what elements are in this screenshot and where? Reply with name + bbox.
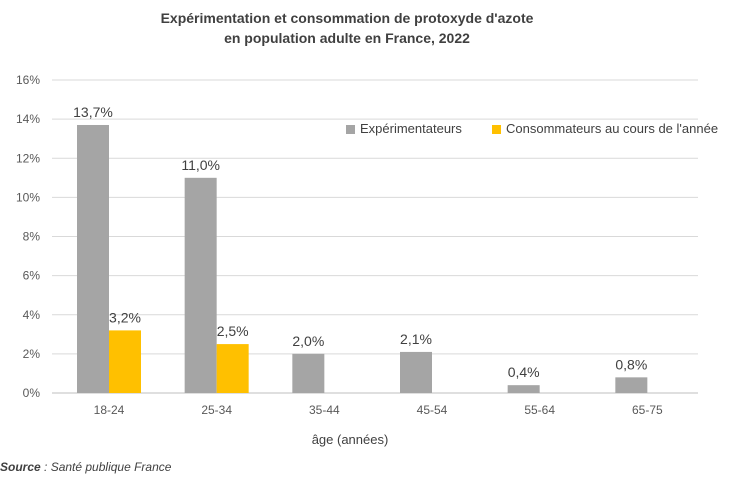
x-tick-label: 55-64 (524, 403, 555, 417)
bar (109, 330, 141, 393)
bar (77, 124, 109, 394)
chart-title: Expérimentation et consommation de proto… (0, 8, 694, 48)
x-tick-label: 45-54 (417, 403, 448, 417)
data-label: 0,4% (508, 364, 540, 380)
y-tick-label: 14% (16, 112, 40, 126)
legend-label: Consommateurs au cours de l'année (506, 121, 718, 136)
y-tick-label: 4% (23, 308, 41, 322)
y-tick-label: 2% (23, 347, 41, 361)
bar (507, 385, 540, 393)
x-tick-label: 25-34 (201, 403, 232, 417)
chart-title-line-1: Expérimentation et consommation de proto… (160, 10, 534, 26)
y-tick-label: 0% (23, 386, 41, 400)
x-tick-label: 35-44 (309, 403, 340, 417)
bar (216, 344, 249, 393)
bar (292, 353, 325, 393)
data-label: 11,0% (181, 157, 220, 173)
legend-swatch (492, 125, 501, 134)
data-label: 0,8% (615, 356, 647, 372)
legend-swatch (346, 125, 355, 134)
y-tick-label: 6% (23, 269, 41, 283)
legend-label: Expérimentateurs (360, 121, 462, 136)
x-tick-label: 65-75 (632, 403, 663, 417)
source-label: Source (0, 460, 41, 474)
x-tick-label: 18-24 (94, 403, 125, 417)
y-tick-label: 12% (16, 151, 40, 165)
y-tick-label: 8% (23, 230, 41, 244)
x-axis-title: âge (années) (312, 432, 389, 447)
data-label: 2,5% (217, 323, 249, 339)
data-label: 2,1% (400, 331, 432, 347)
y-tick-label: 16% (16, 73, 40, 87)
bar (184, 177, 217, 393)
y-tick-label: 10% (16, 190, 40, 204)
bar (615, 377, 648, 393)
data-label: 13,7% (73, 104, 113, 120)
data-label: 3,2% (109, 309, 141, 325)
source-text: : Santé publique France (40, 460, 172, 474)
source-note: Source : Santé publique France (0, 460, 171, 474)
chart-title-line-2: en population adulte en France, 2022 (224, 30, 470, 46)
data-label: 2,0% (292, 333, 324, 349)
bar (400, 351, 432, 393)
